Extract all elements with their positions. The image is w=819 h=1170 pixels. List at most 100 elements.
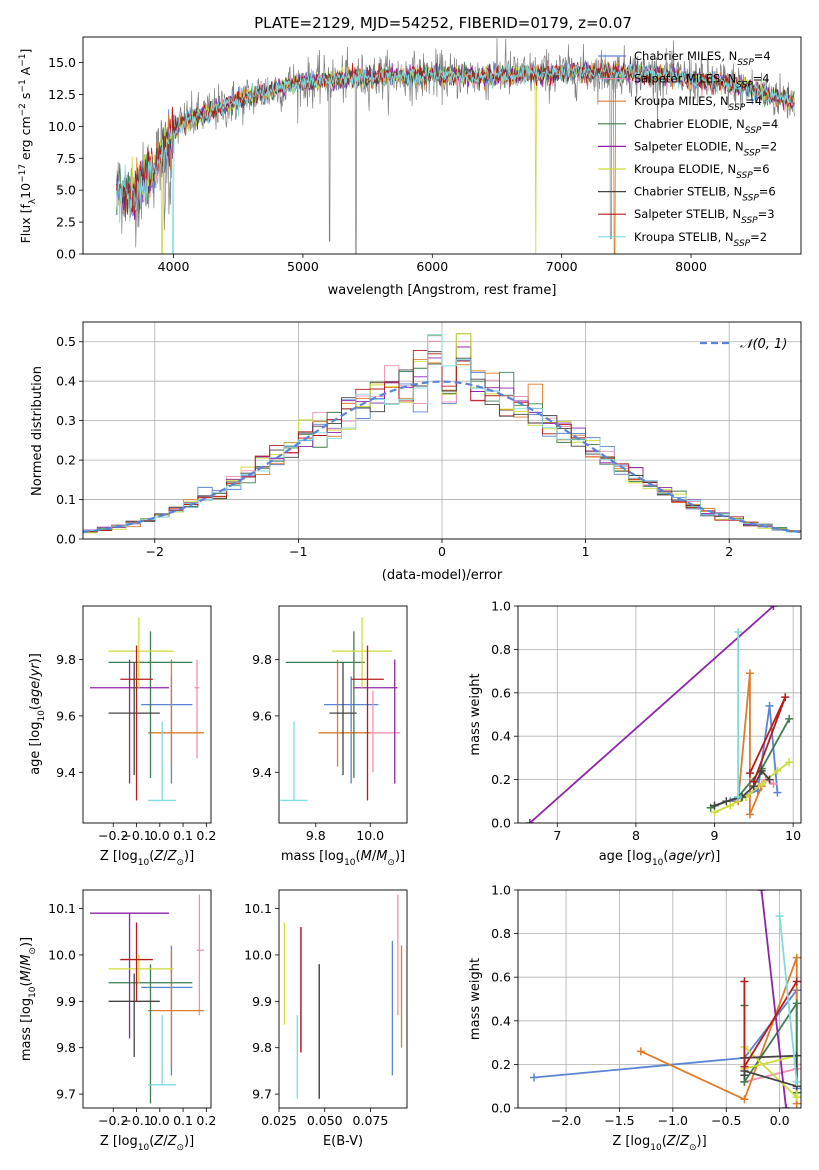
label-part: )]: [710, 849, 720, 864]
weight-marker: [740, 977, 749, 986]
label-part: erg cm: [18, 116, 33, 164]
tick-label-y: 0.2: [56, 453, 76, 468]
tick-label-x: 0.0: [150, 1113, 170, 1128]
y-axis-label: mass weight: [468, 673, 483, 755]
label-part: /: [676, 1134, 681, 1149]
weight-marker: [710, 801, 719, 810]
tick-label-y: 0.2: [491, 772, 511, 787]
tick-label-x: 8000: [675, 259, 707, 274]
label-part: E(B-V): [323, 1134, 363, 1149]
weight-marker: [745, 669, 754, 678]
plot-area: [116, 38, 795, 254]
tick-label-x: 5000: [287, 259, 319, 274]
label-part: )]: [184, 849, 194, 864]
weight-marker: [792, 977, 801, 986]
weight-marker: [734, 628, 743, 637]
weight-marker: [734, 792, 743, 801]
tick-label-x: 0.0: [770, 1113, 790, 1128]
tick-label-x: 10: [785, 828, 801, 843]
label-part: SSP: [729, 103, 746, 113]
tick-label-x: 10.0: [356, 828, 384, 843]
label-part: s: [18, 93, 33, 104]
tick-label-x: −1.5: [604, 1113, 634, 1128]
tick-label-y: 0.0: [491, 1101, 511, 1116]
axes-spectrum: 4000 5000 6000 7000 8000 0.0 2.5 5.0 7.5 10.0 12.5…: [48, 36, 802, 274]
tick-label-y: 0.0: [56, 532, 76, 547]
label-part: Z: [153, 849, 164, 864]
axes-frame: [517, 605, 802, 824]
x-axis-label: Z [log10(Z/Z⊙)]: [100, 1134, 194, 1153]
tick-label-y: 10.0: [244, 947, 272, 962]
model-spectrum-8: [116, 62, 795, 254]
label-part: Z [log: [612, 1134, 650, 1149]
tick-label-y: 0.8: [491, 926, 511, 941]
weight-marker: [745, 810, 754, 819]
x-axis-label: (data-model)/error: [382, 568, 503, 583]
label-part: Z [log: [100, 1134, 138, 1149]
tick-label-y: 9.7: [252, 1087, 272, 1102]
weight-marker: [757, 779, 766, 788]
axes-mass_vs_Z: −0.2−0.10.0 0.1 0.2 9.7 9.8 9.9 10.0 10.1: [48, 889, 216, 1128]
axes-age_vs_Z: −0.2−0.10.0 0.1 0.2 9.4 9.6 9.8: [56, 605, 216, 843]
tick-label-y: 10.0: [48, 947, 76, 962]
axes-frame: [82, 605, 212, 824]
legend: Chabrier MILES, NSSP=4 Salpeter MILES, NS…: [598, 49, 778, 249]
label-part: ⊙: [689, 1143, 697, 1153]
weight-marker: [769, 606, 778, 610]
label-part: =3: [758, 207, 775, 221]
legend-entry: Chabrier ELODIE, NSSP=4: [634, 117, 778, 136]
label-part: =2: [760, 139, 777, 153]
label-part: (: [663, 849, 668, 864]
tick-label-x: −0.1: [121, 828, 151, 843]
label-part: Z: [153, 1134, 164, 1149]
legend-entry: Chabrier MILES, NSSP=4: [634, 49, 771, 68]
y-axis-label: Normed distribution: [30, 366, 45, 496]
tick-label-y: 1.0: [491, 599, 511, 614]
label-part: Z: [167, 1134, 178, 1149]
tick-label-y: 15.0: [48, 55, 76, 70]
weight-marker: [785, 758, 794, 767]
tick-label-x: 0: [438, 544, 446, 559]
weight-line-7: [743, 981, 798, 1070]
label-part: mass [log: [281, 849, 344, 864]
weight-marker: [792, 1093, 801, 1102]
weight-marker: [765, 775, 774, 784]
tick-label-y: 10.0: [48, 119, 76, 134]
tick-label-x: 9: [711, 828, 719, 843]
label-part: M: [19, 955, 34, 966]
x-axis-label: Z [log10(Z/Z⊙)]: [612, 1134, 706, 1153]
x-axis-label: E(B-V): [323, 1134, 363, 1149]
label-part: Salpeter STELIB, N: [634, 207, 741, 221]
legend-entry: Salpeter ELODIE, NSSP=2: [634, 139, 777, 158]
label-part: Kroupa ELODIE, N: [634, 162, 736, 176]
weight-marker: [726, 801, 735, 810]
label-part: Flux [f: [18, 204, 33, 244]
tick-label-y: 0.3: [56, 413, 76, 428]
axes-age_vs_mass: 9.8 10.0 9.4 9.6 9.8: [252, 605, 408, 843]
weight-marker: [769, 779, 778, 788]
label-part: =4: [745, 94, 762, 108]
label-part: )]: [19, 937, 34, 947]
label-part: =6: [753, 162, 770, 176]
legend-entry: Salpeter MILES, NSSP=4: [634, 72, 770, 91]
tick-label-x: −1: [289, 544, 307, 559]
label-part: )]: [28, 653, 43, 663]
label-part: (: [149, 1134, 154, 1149]
label-part: −1: [18, 79, 28, 92]
label-part: 10: [650, 1143, 662, 1153]
tick-label-y: 9.8: [252, 1040, 272, 1055]
axes-residuals: −2 −1 0 1 2 0.0 0.1 0.2 0.3 0.4 0.5 𝒩(0, 1): [56, 321, 802, 559]
normal-curve: [83, 380, 801, 534]
tick-label-x: 8: [632, 828, 640, 843]
weight-marker: [525, 819, 534, 823]
label-part: )]: [697, 1134, 707, 1149]
label-part: age: [668, 849, 692, 864]
tick-label-y: 9.9: [56, 994, 76, 1009]
tick-label-y: 0.6: [491, 970, 511, 985]
legend-entry: 𝒩(0, 1): [740, 337, 787, 352]
weight-marker: [530, 1073, 539, 1082]
tick-label-x: 9.8: [306, 828, 326, 843]
tick-label-y: 0.0: [56, 247, 76, 262]
label-part: /: [163, 849, 168, 864]
weight-marker: [757, 890, 766, 894]
